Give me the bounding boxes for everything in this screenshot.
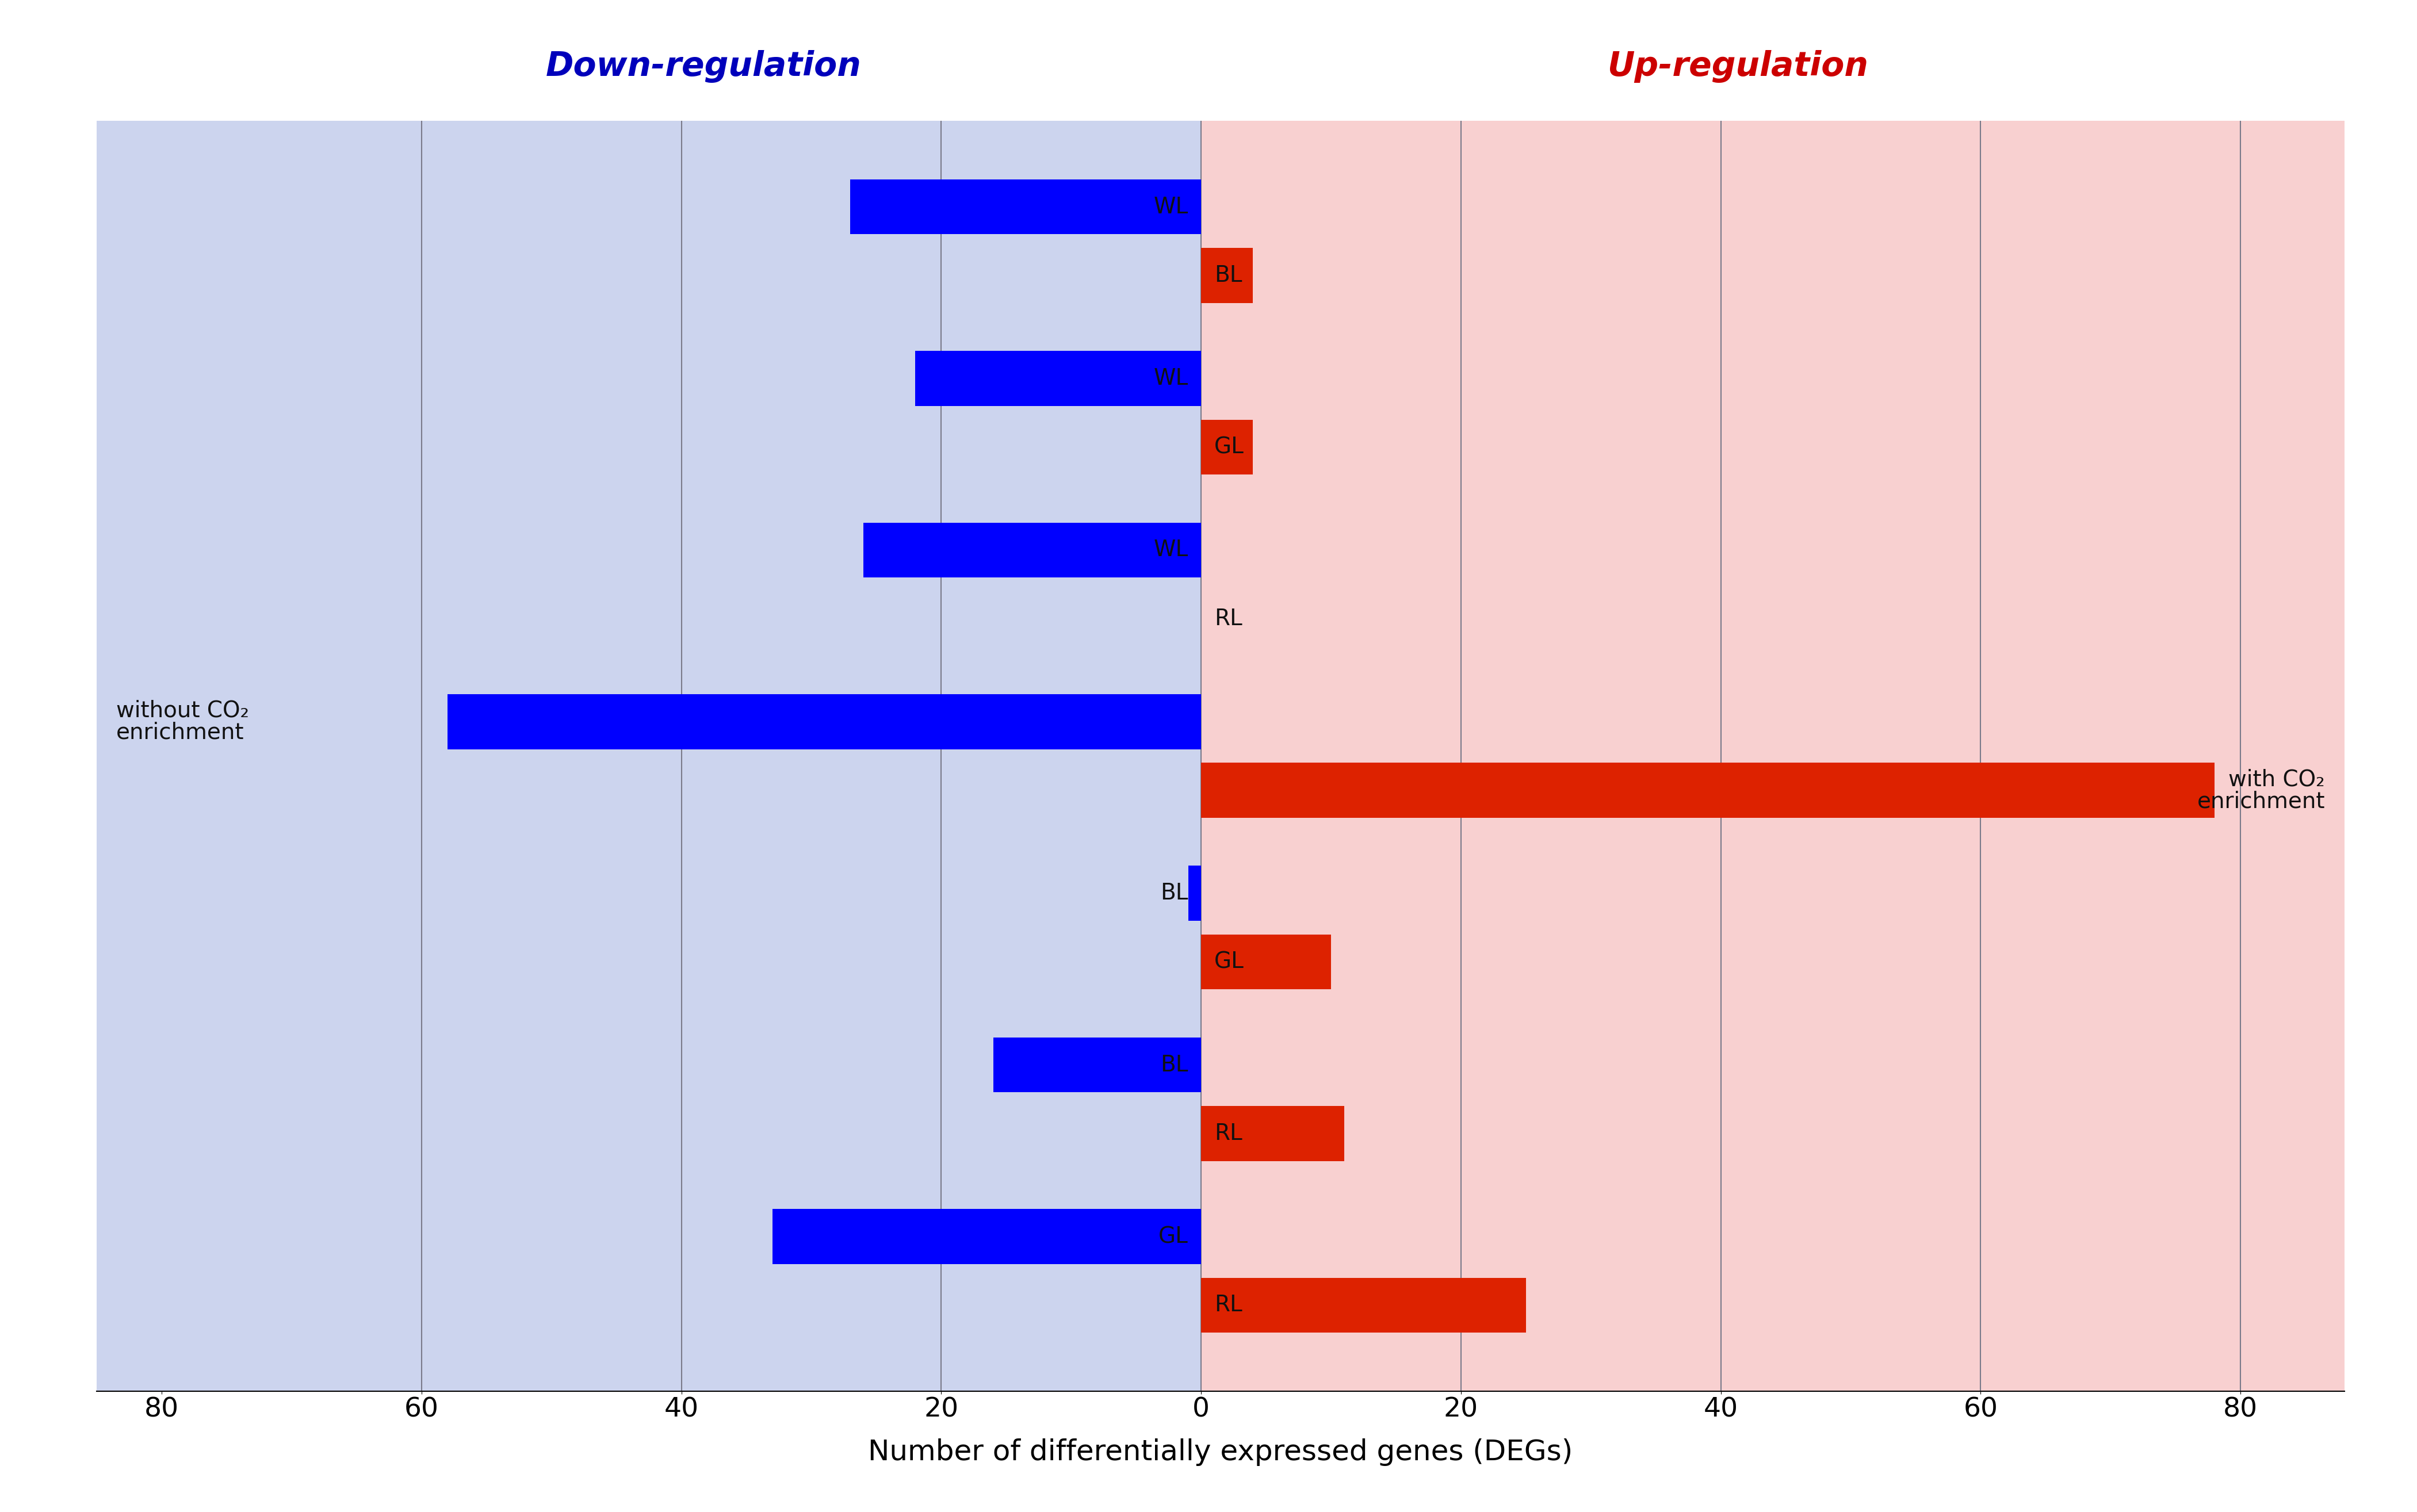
Text: enrichment: enrichment xyxy=(2197,791,2325,812)
Bar xyxy=(1201,420,1252,475)
Bar xyxy=(1189,866,1201,921)
Text: RL: RL xyxy=(1213,608,1242,629)
Text: GL: GL xyxy=(1158,1226,1189,1247)
Text: GL: GL xyxy=(1213,435,1245,458)
Text: BL: BL xyxy=(1160,883,1189,904)
Bar xyxy=(1201,934,1332,989)
Bar xyxy=(1201,121,2344,1391)
Text: WL: WL xyxy=(1153,197,1189,218)
Bar xyxy=(1201,764,2214,818)
Text: GL: GL xyxy=(1213,951,1245,972)
Bar xyxy=(1201,1107,1344,1161)
X-axis label: Number of differentially expressed genes (DEGs): Number of differentially expressed genes… xyxy=(868,1438,1573,1467)
Text: BL: BL xyxy=(1160,1054,1189,1077)
Bar xyxy=(97,121,1201,1391)
Text: Down-regulation: Down-regulation xyxy=(546,50,860,83)
Text: RL: RL xyxy=(1213,1294,1242,1315)
Bar xyxy=(863,523,1201,578)
Bar xyxy=(1201,1278,1525,1332)
Text: BL: BL xyxy=(1213,265,1242,286)
Bar xyxy=(773,1210,1201,1264)
Bar xyxy=(916,351,1201,405)
Bar xyxy=(993,1037,1201,1092)
Text: without CO₂: without CO₂ xyxy=(116,700,249,721)
Text: WL: WL xyxy=(1153,540,1189,561)
Bar xyxy=(447,694,1201,748)
Text: WL: WL xyxy=(1153,367,1189,389)
Text: RL: RL xyxy=(1213,1123,1242,1145)
Text: with CO₂: with CO₂ xyxy=(2228,768,2325,791)
Text: Up-regulation: Up-regulation xyxy=(1607,50,1868,83)
Bar xyxy=(1201,248,1252,302)
Text: enrichment: enrichment xyxy=(116,721,244,744)
Bar xyxy=(851,180,1201,234)
